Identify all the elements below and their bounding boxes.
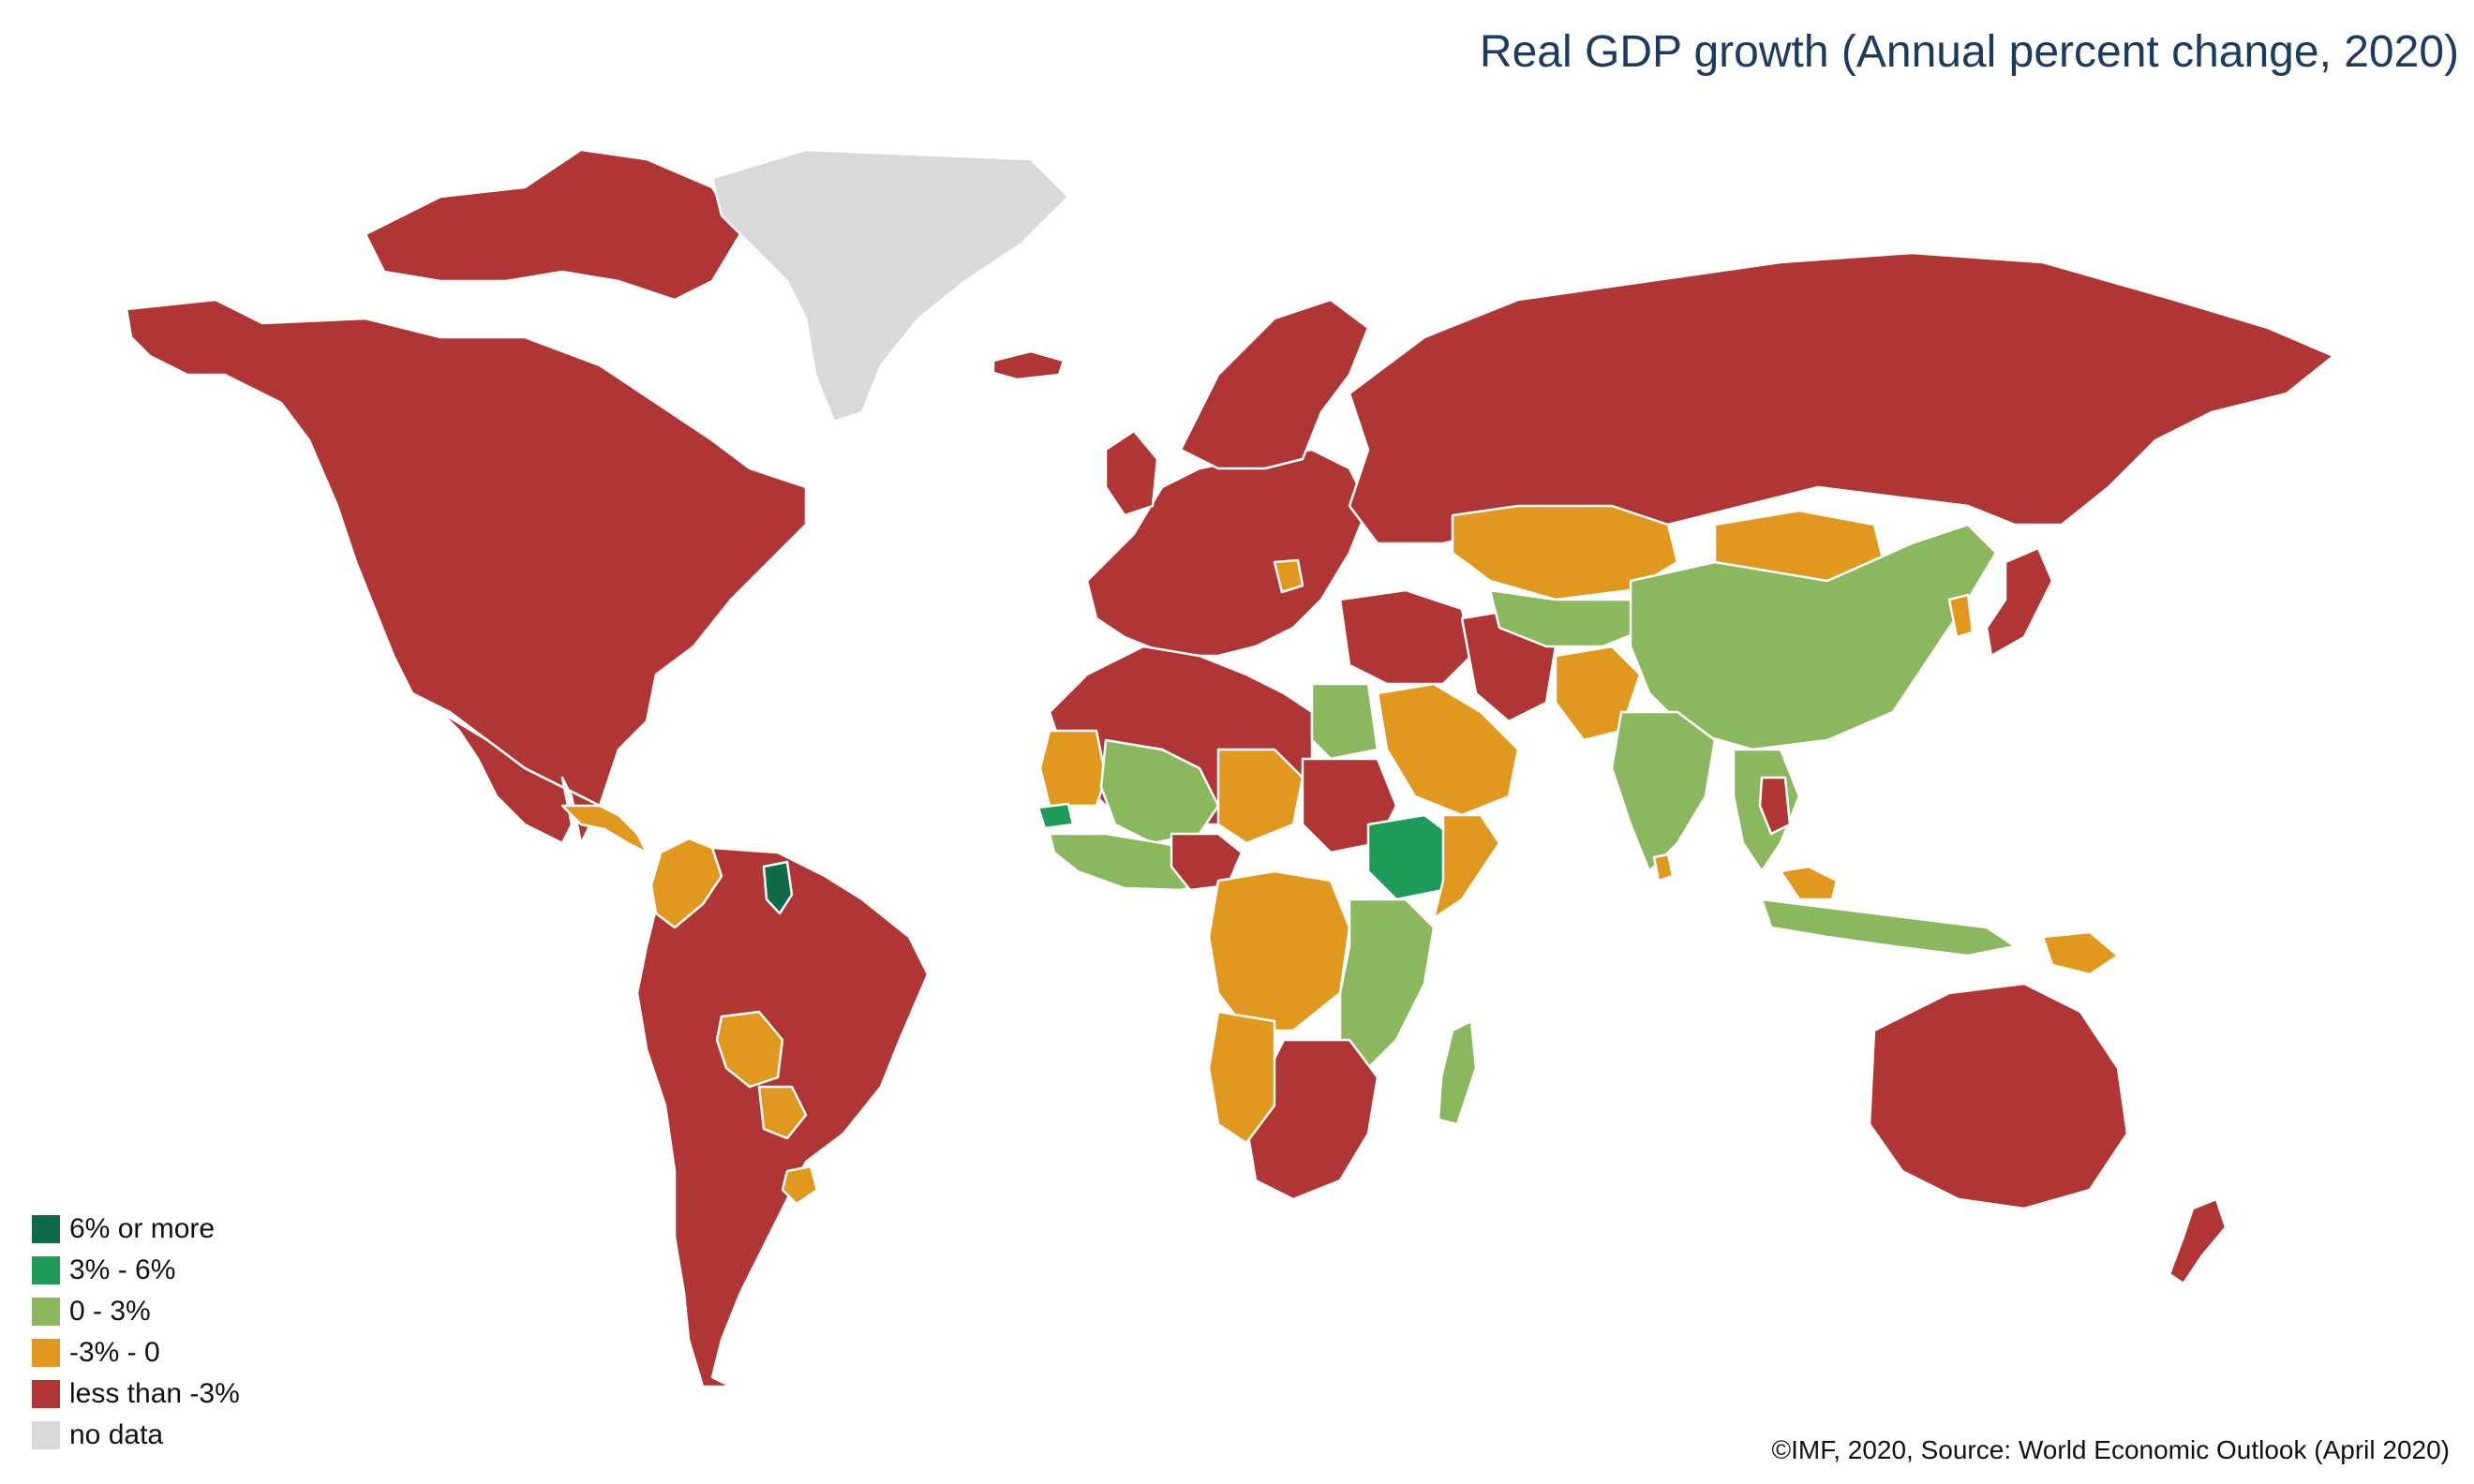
- legend-swatch: [32, 1215, 60, 1243]
- region-arabian-peninsula[interactable]: [1376, 682, 1520, 817]
- region-russia[interactable]: [1348, 251, 2335, 545]
- region-iceland[interactable]: [991, 349, 1066, 381]
- region-mauritania[interactable]: [1038, 729, 1108, 808]
- region-papua-new-guinea[interactable]: [2041, 930, 2120, 976]
- region-thailand[interactable]: [1758, 776, 1792, 836]
- legend-item: 3% - 6%: [32, 1250, 240, 1291]
- region-greenland[interactable]: [710, 148, 1070, 423]
- region-indonesia[interactable]: [1760, 898, 2017, 957]
- region-mexico-central-america[interactable]: [439, 710, 602, 845]
- region-north-america[interactable]: [125, 298, 808, 808]
- legend-label: 0 - 3%: [69, 1296, 151, 1327]
- region-new-zealand[interactable]: [2168, 1197, 2228, 1285]
- region-china[interactable]: [1629, 523, 1998, 751]
- legend-label: less than -3%: [69, 1378, 240, 1409]
- legend-item: 6% or more: [32, 1209, 240, 1250]
- source-note: ©IMF, 2020, Source: World Economic Outlo…: [1771, 1435, 2450, 1464]
- legend-label: -3% - 0: [69, 1337, 160, 1368]
- region-senegal[interactable]: [1036, 802, 1075, 830]
- region-guyana[interactable]: [762, 860, 794, 915]
- legend-swatch: [32, 1256, 60, 1284]
- region-somalia[interactable]: [1432, 813, 1501, 920]
- region-canadian-arctic-islands[interactable]: [364, 148, 742, 302]
- legend-label: 3% - 6%: [69, 1254, 176, 1285]
- region-bolivia[interactable]: [715, 1010, 784, 1089]
- region-malaysia[interactable]: [1779, 865, 1839, 901]
- region-colombia[interactable]: [649, 837, 723, 929]
- region-uk-ireland[interactable]: [1104, 429, 1159, 517]
- region-central-america-south[interactable]: [560, 804, 648, 854]
- region-sri-lanka[interactable]: [1652, 853, 1675, 883]
- region-korea[interactable]: [1947, 593, 1975, 639]
- region-middle-east[interactable]: [1338, 588, 1473, 686]
- legend-item: 0 - 3%: [32, 1291, 240, 1332]
- legend: 6% or more 3% - 6% 0 - 3% -3% - 0 less than…: [32, 1209, 240, 1456]
- region-paraguay[interactable]: [757, 1085, 808, 1140]
- region-east-africa[interactable]: [1338, 898, 1436, 1070]
- region-australia[interactable]: [1868, 982, 2129, 1210]
- region-namibia-angola-south[interactable]: [1207, 1010, 1276, 1145]
- region-niger[interactable]: [1216, 748, 1304, 845]
- legend-swatch: [32, 1421, 60, 1449]
- region-uruguay[interactable]: [781, 1165, 819, 1206]
- region-central-asia[interactable]: [1488, 588, 1651, 648]
- region-japan[interactable]: [1985, 546, 2054, 658]
- region-egypt[interactable]: [1310, 682, 1379, 761]
- legend-swatch: [32, 1380, 60, 1408]
- legend-item: less than -3%: [32, 1373, 240, 1415]
- legend-label: no data: [69, 1419, 164, 1450]
- region-madagascar[interactable]: [1437, 1019, 1478, 1126]
- region-scandinavia[interactable]: [1179, 298, 1370, 470]
- legend-item: -3% - 0: [32, 1332, 240, 1373]
- region-serbia[interactable]: [1273, 558, 1304, 594]
- region-india[interactable]: [1610, 710, 1717, 873]
- legend-swatch: [32, 1298, 60, 1326]
- legend-swatch: [32, 1339, 60, 1367]
- region-central-africa[interactable]: [1207, 869, 1351, 1032]
- legend-label: 6% or more: [69, 1213, 216, 1244]
- map-title: Real GDP growth (Annual percent change, …: [1479, 27, 2459, 77]
- legend-item: no data: [32, 1415, 240, 1456]
